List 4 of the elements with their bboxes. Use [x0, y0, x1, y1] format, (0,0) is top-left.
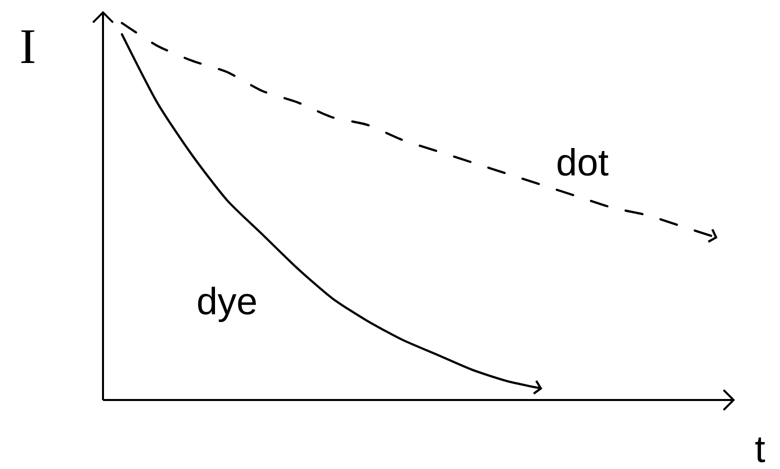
x-axis-title: t — [755, 438, 766, 462]
y-axis-title: I — [21, 30, 34, 63]
series-label: dot — [558, 148, 608, 176]
series-label: dye — [198, 286, 256, 322]
